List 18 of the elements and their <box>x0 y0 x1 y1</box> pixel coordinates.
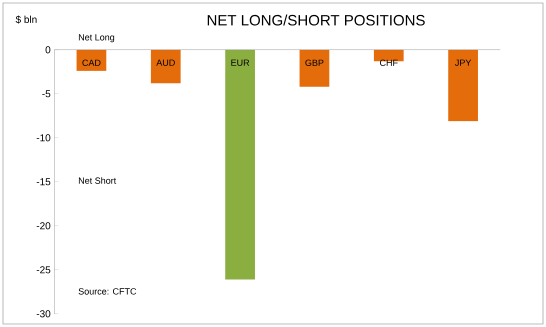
chart-title: NET LONG/SHORT POSITIONS <box>208 14 425 26</box>
annotation: Net Short <box>78 177 116 184</box>
y-tick-label: 0 <box>46 46 50 54</box>
x-tick-label: AUD <box>156 60 175 66</box>
y-tick-label: -5 <box>42 90 50 98</box>
y-tick-label: -20 <box>36 222 50 230</box>
y-tick-label: -10 <box>36 134 50 142</box>
x-tick-label: CAD <box>82 60 100 66</box>
y-tick-label: -15 <box>36 178 50 186</box>
y-axis-title: $ bln <box>16 16 37 24</box>
y-tick-label: -30 <box>36 310 50 318</box>
y-tick-label: -25 <box>36 266 50 274</box>
x-tick-label: JPY <box>454 60 472 66</box>
annotation: Source: CFTC <box>78 288 136 295</box>
x-tick-label: CHF <box>380 60 398 66</box>
text: Net Long <box>78 34 114 42</box>
x-tick-label: EUR <box>231 60 250 66</box>
x-tick-label: GBP <box>305 60 324 66</box>
